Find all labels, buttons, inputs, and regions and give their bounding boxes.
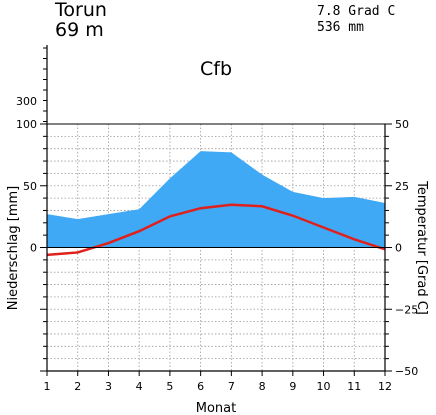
x-tick-label: 12: [378, 380, 392, 393]
x-tick-label: 3: [105, 380, 112, 393]
y-tick-label: 300: [16, 95, 37, 108]
y2-tick-label: −25: [395, 303, 418, 316]
y-axis-label: Niederschlag [mm]: [6, 186, 21, 311]
y2-tick-label: −50: [395, 365, 418, 378]
precipitation-area: [47, 151, 385, 248]
x-tick-label: 8: [259, 380, 266, 393]
y2-tick-label: 50: [395, 118, 409, 131]
x-tick-label: 2: [74, 380, 81, 393]
x-tick-label: 6: [197, 380, 204, 393]
y-tick-label: 100: [16, 118, 37, 131]
y-tick-label: 0: [30, 242, 37, 255]
y-tick-label: 50: [23, 180, 37, 193]
x-tick-label: 10: [317, 380, 331, 393]
annual-mean-temperature: 7.8 Grad C: [317, 4, 396, 19]
axes: [40, 45, 392, 376]
annual-precipitation: 536 mm: [317, 20, 364, 35]
x-tick-label: 9: [289, 380, 296, 393]
x-tick-label: 1: [44, 380, 51, 393]
temperature-line: [46, 203, 386, 257]
station-elevation: 69 m: [55, 19, 104, 41]
y2-axis-label: Temperatur [Grad C]: [414, 180, 429, 315]
y2-tick-label: 0: [395, 242, 402, 255]
y2-tick-label: 25: [395, 180, 409, 193]
x-tick-label: 7: [228, 380, 235, 393]
x-tick-label: 11: [347, 380, 361, 393]
x-axis-label: Monat: [196, 401, 236, 415]
x-tick-label: 4: [136, 380, 143, 393]
station-name: Torun: [55, 0, 107, 21]
climate-classification: Cfb: [200, 58, 233, 80]
x-tick-label: 5: [166, 380, 173, 393]
